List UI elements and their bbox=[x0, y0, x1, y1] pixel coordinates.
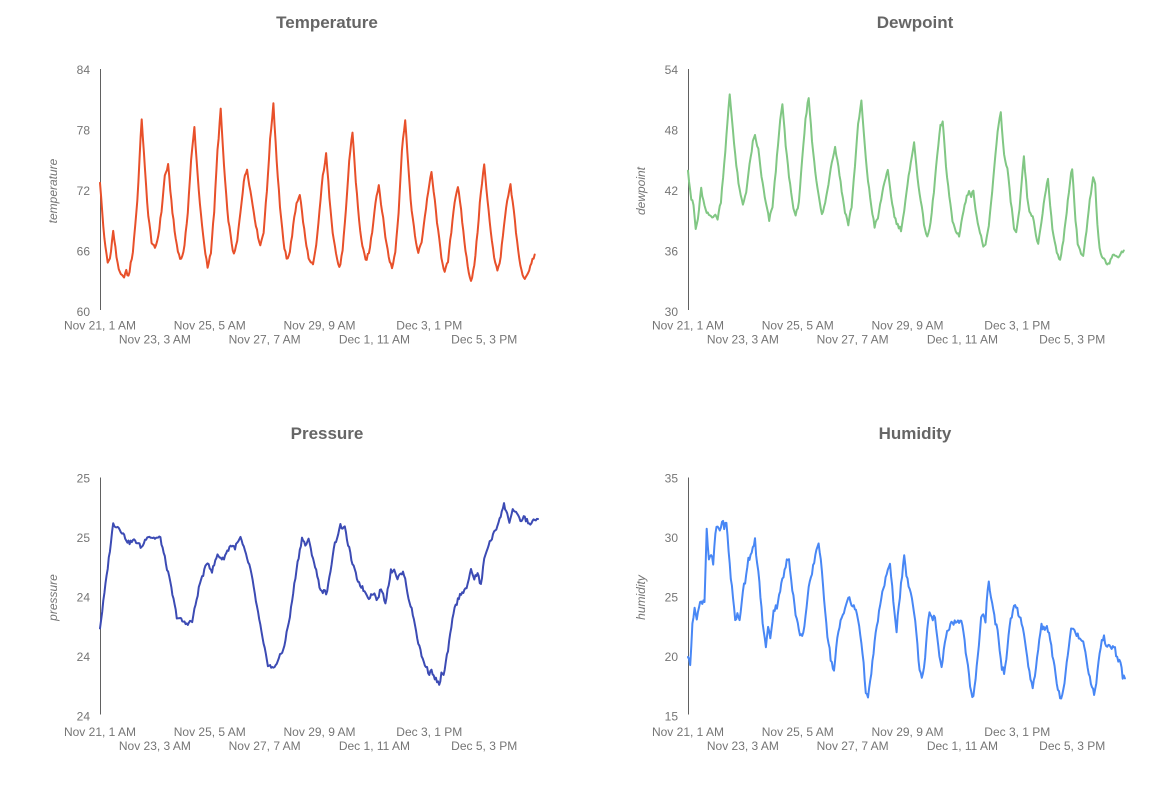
y-tick-label: 24 bbox=[77, 709, 91, 723]
x-tick-label: Dec 1, 11 AM bbox=[926, 333, 997, 347]
pressure-series-line bbox=[99, 501, 539, 686]
x-tick-label: Nov 21, 1 AM bbox=[651, 725, 723, 739]
x-tick-label: Nov 29, 9 AM bbox=[284, 319, 356, 333]
y-axis-title: humidity bbox=[634, 574, 648, 620]
y-tick-label: 25 bbox=[77, 531, 91, 545]
x-tick-label: Dec 3, 1 PM bbox=[984, 319, 1050, 333]
y-tick-label: 25 bbox=[664, 590, 678, 604]
temperature-series-line bbox=[99, 102, 536, 282]
x-tick-label: Nov 29, 9 AM bbox=[871, 725, 943, 739]
x-tick-label: Nov 25, 5 AM bbox=[761, 725, 833, 739]
x-tick-label: Dec 1, 11 AM bbox=[926, 739, 997, 753]
x-tick-label: Nov 25, 5 AM bbox=[761, 319, 833, 333]
y-tick-label: 35 bbox=[664, 471, 678, 485]
y-tick-label: 60 bbox=[77, 305, 91, 319]
y-axis-title: temperature bbox=[46, 158, 60, 223]
x-tick-label: Nov 23, 3 AM bbox=[119, 333, 191, 347]
y-tick-label: 66 bbox=[77, 245, 91, 259]
x-tick-label: Dec 5, 3 PM bbox=[1039, 333, 1105, 347]
x-tick-label: Dec 1, 11 AM bbox=[339, 333, 410, 347]
y-axis-title: dewpoint bbox=[634, 166, 648, 215]
humidity-series-line bbox=[686, 519, 1126, 699]
chart-title: Dewpoint bbox=[876, 13, 953, 32]
x-tick-label: Nov 27, 7 AM bbox=[816, 333, 888, 347]
chart-dewpoint: Dewpoint 54 48 42 36 30 dewpoint Nov 21, 1 AM No… bbox=[588, 0, 1175, 393]
x-tick-label: Nov 21, 1 AM bbox=[64, 319, 136, 333]
y-tick-label: 30 bbox=[664, 531, 678, 545]
y-tick-label: 78 bbox=[77, 124, 91, 138]
x-tick-label: Nov 21, 1 AM bbox=[64, 725, 136, 739]
y-tick-label: 15 bbox=[664, 709, 678, 723]
x-tick-label: Nov 25, 5 AM bbox=[174, 725, 246, 739]
x-tick-label: Dec 3, 1 PM bbox=[984, 725, 1050, 739]
y-tick-label: 48 bbox=[664, 124, 678, 138]
y-tick-label: 42 bbox=[664, 184, 678, 198]
x-tick-label: Dec 3, 1 PM bbox=[396, 319, 462, 333]
y-tick-label: 54 bbox=[664, 63, 678, 77]
x-tick-label: Dec 5, 3 PM bbox=[451, 333, 517, 347]
chart-title: Pressure bbox=[291, 424, 364, 443]
chart-temperature: Temperature 84 78 72 66 60 temperature Nov 21, … bbox=[0, 0, 588, 393]
x-tick-label: Nov 27, 7 AM bbox=[816, 739, 888, 753]
dewpoint-series-line bbox=[686, 93, 1125, 266]
x-tick-label: Dec 1, 11 AM bbox=[339, 739, 410, 753]
chart-pressure: Pressure 25 25 24 24 24 pressure Nov 21, 1 AM No… bbox=[0, 393, 588, 785]
x-tick-label: Nov 25, 5 AM bbox=[174, 319, 246, 333]
chart-title: Temperature bbox=[276, 13, 378, 32]
y-tick-label: 36 bbox=[664, 245, 678, 259]
x-tick-label: Nov 23, 3 AM bbox=[706, 333, 778, 347]
y-tick-label: 30 bbox=[664, 305, 678, 319]
y-tick-label: 84 bbox=[77, 63, 91, 77]
x-tick-label: Nov 27, 7 AM bbox=[229, 739, 301, 753]
temperature-line-chart: Temperature 84 78 72 66 60 temperature Nov 21, … bbox=[46, 13, 536, 347]
x-tick-label: Dec 5, 3 PM bbox=[451, 739, 517, 753]
x-tick-label: Nov 23, 3 AM bbox=[119, 739, 191, 753]
y-tick-label: 24 bbox=[77, 650, 91, 664]
x-tick-label: Nov 29, 9 AM bbox=[871, 319, 943, 333]
y-tick-label: 72 bbox=[77, 184, 91, 198]
y-tick-label: 25 bbox=[77, 471, 91, 485]
x-tick-label: Nov 23, 3 AM bbox=[706, 739, 778, 753]
chart-humidity: Humidity 35 30 25 20 15 humidity Nov 21, 1 AM No… bbox=[588, 393, 1175, 785]
x-tick-label: Dec 5, 3 PM bbox=[1039, 739, 1105, 753]
y-axis-title: pressure bbox=[46, 573, 60, 621]
x-tick-label: Nov 21, 1 AM bbox=[651, 319, 723, 333]
x-tick-label: Nov 27, 7 AM bbox=[229, 333, 301, 347]
x-tick-label: Dec 3, 1 PM bbox=[396, 725, 462, 739]
chart-title: Humidity bbox=[878, 424, 951, 443]
y-tick-label: 24 bbox=[77, 590, 91, 604]
y-tick-label: 20 bbox=[664, 650, 678, 664]
x-tick-label: Nov 29, 9 AM bbox=[284, 725, 356, 739]
